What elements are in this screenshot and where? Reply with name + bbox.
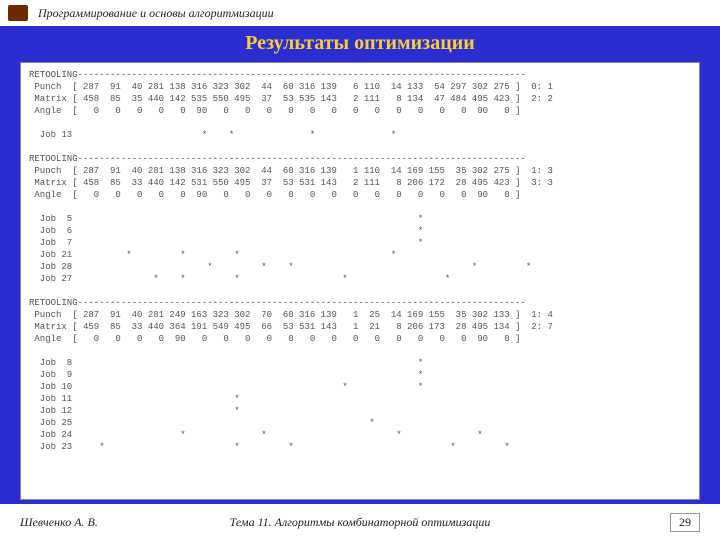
page-number: 29: [670, 513, 700, 532]
book-icon: [8, 5, 28, 21]
log-box: RETOOLING-------------------------------…: [20, 62, 700, 500]
footer: Шевченко А. В. Тема 11. Алгоритмы комбин…: [0, 504, 720, 540]
slide: Программирование и основы алгоритмизации…: [0, 0, 720, 540]
footer-topic: Тема 11. Алгоритмы комбинаторной оптимиз…: [0, 515, 720, 530]
log-text: RETOOLING-------------------------------…: [29, 69, 691, 453]
section-title: Результаты оптимизации: [0, 32, 720, 55]
top-bar: Программирование и основы алгоритмизации: [0, 0, 720, 26]
course-title: Программирование и основы алгоритмизации: [38, 6, 274, 21]
